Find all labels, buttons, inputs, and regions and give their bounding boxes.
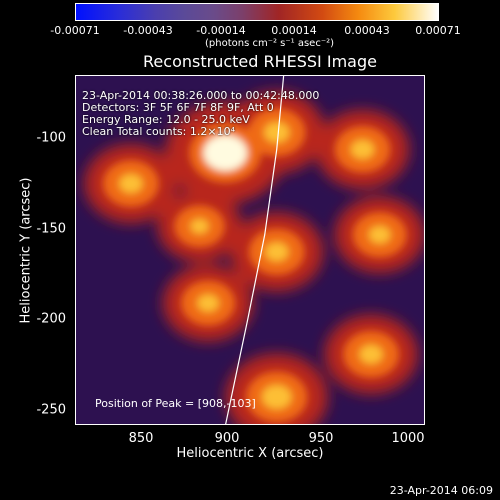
source-core <box>119 174 143 193</box>
colorbar-units: (photons cm⁻² s⁻¹ asec⁻²) <box>204 38 335 49</box>
x-axis-label: Heliocentric X (arcsec) <box>176 446 324 461</box>
source-core <box>350 140 375 159</box>
x-tick-label: 850 <box>128 431 154 446</box>
source-core <box>197 294 219 312</box>
heatmap-image <box>84 76 424 424</box>
source-core <box>368 226 391 244</box>
clean-total-counts: Clean Total counts: 1.2×10⁴ <box>82 125 235 138</box>
colorbar-tick: 0.00043 <box>344 24 390 37</box>
timestamp-footer: 23-Apr-2014 06:09 <box>389 484 493 497</box>
peak-position: Position of Peak = [908,-103] <box>95 397 256 410</box>
colorbar-tick: 0.00071 <box>415 24 461 37</box>
source-core <box>264 122 290 143</box>
y-tick-label: -150 <box>36 221 66 237</box>
energy-range: Energy Range: 12.0 - 25.0 keV <box>82 113 250 126</box>
colorbar-tick: -0.00043 <box>123 24 173 37</box>
limb-curve <box>225 76 285 424</box>
chart-title: Reconstructed RHESSI Image <box>143 52 377 71</box>
source-core <box>359 344 383 364</box>
source-core <box>190 219 209 234</box>
y-tick-label: -100 <box>36 130 66 146</box>
x-tick-label: 950 <box>308 431 334 446</box>
colorbar-tick: 0.00014 <box>271 24 317 37</box>
colorbar-tick: -0.00014 <box>196 24 246 37</box>
source-core <box>203 134 248 171</box>
y-tick-label: -250 <box>36 402 66 418</box>
colorbar-tick: -0.00071 <box>50 24 100 37</box>
colorbar <box>75 3 439 21</box>
time-range: 23-Apr-2014 00:38:26.000 to 00:42:48.000 <box>82 89 320 102</box>
x-tick-label: 1000 <box>391 431 425 446</box>
x-tick-label: 900 <box>214 431 240 446</box>
plot-area <box>75 75 425 425</box>
source-core <box>265 242 289 262</box>
y-axis-label: Heliocentric Y (arcsec) <box>18 177 34 324</box>
detectors: Detectors: 3F 5F 6F 7F 8F 9F, Att 0 <box>82 101 274 114</box>
source-core <box>262 385 292 409</box>
y-tick-label: -200 <box>36 311 66 327</box>
